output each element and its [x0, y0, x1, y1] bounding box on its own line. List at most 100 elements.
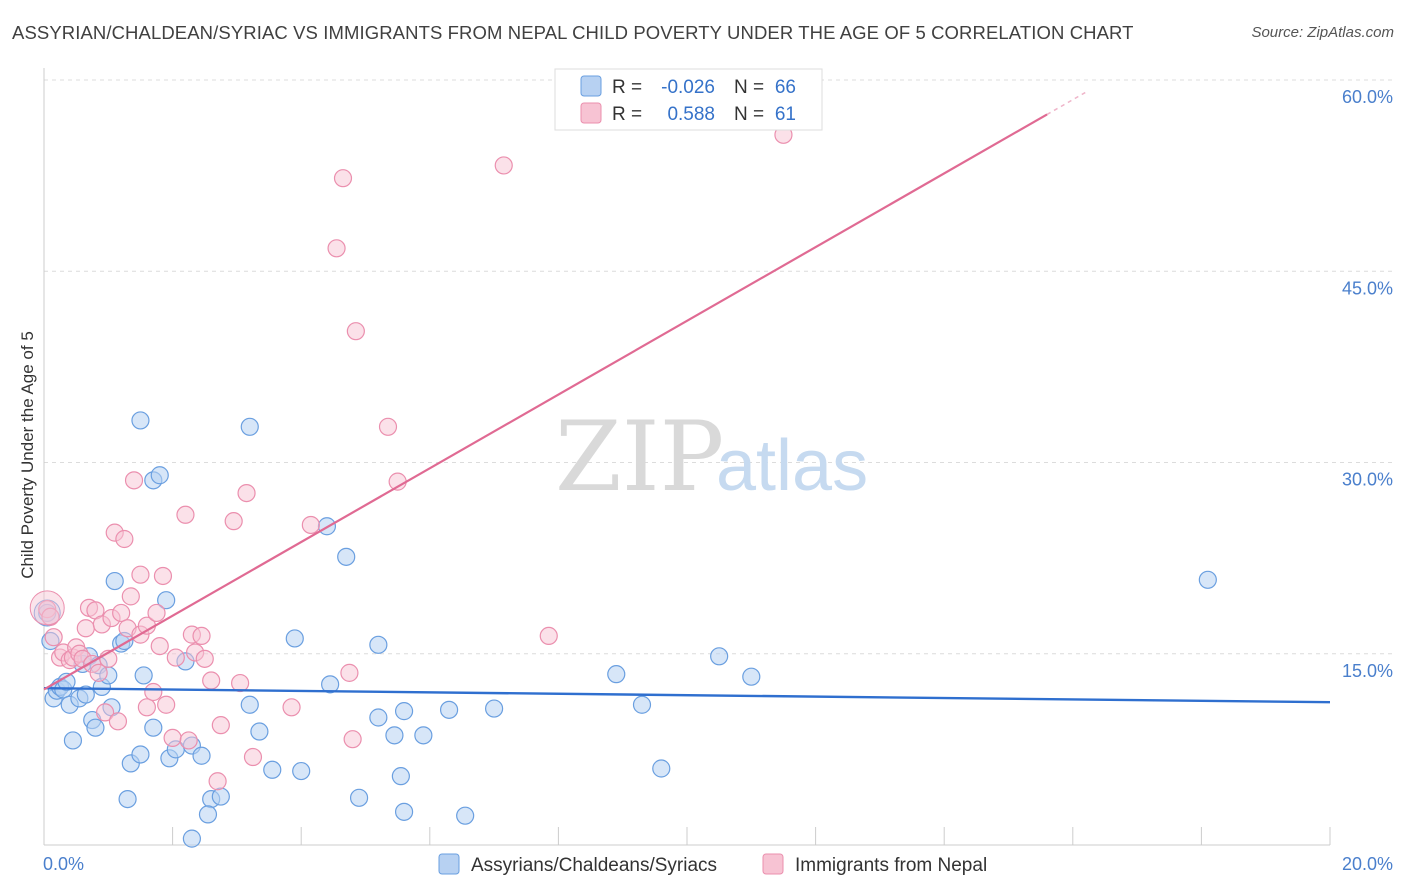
point-nepal	[539, 626, 558, 646]
legend-r-value-blue: -0.026	[661, 77, 715, 98]
point-assyrians	[391, 767, 410, 786]
point-assyrians	[414, 726, 433, 745]
legend-r-label-pink: R =	[612, 104, 642, 125]
point-assyrians	[337, 547, 356, 566]
point-assyrians	[285, 629, 304, 648]
bottom-legend-label-pink: Immigrants from Nepal	[795, 855, 987, 876]
point-nepal	[166, 648, 185, 667]
point-nepal	[301, 515, 320, 535]
point-assyrians	[144, 718, 163, 737]
page-title: ASSYRIAN/CHALDEAN/SYRIAC VS IMMIGRANTS F…	[12, 22, 1134, 43]
legend-r-value-pink: 0.588	[667, 104, 715, 125]
watermark: ZIP atlas	[555, 401, 868, 513]
point-nepal	[124, 471, 144, 490]
legend-n-value-pink: 61	[775, 104, 796, 125]
axes	[43, 68, 1331, 846]
legend-r-label-blue: R =	[612, 77, 642, 98]
point-nepal	[340, 663, 359, 682]
point-nepal	[224, 512, 243, 531]
tick-labels: 15.0% 30.0% 45.0% 60.0% 0.0% 20.0%	[43, 87, 1393, 874]
bottom-legend-swatch-pink	[762, 853, 784, 875]
trend-line-assyrians	[43, 686, 1331, 704]
point-nepal-cluster	[29, 590, 65, 626]
point-assyrians	[250, 722, 269, 741]
legend-n-value-blue: 66	[775, 77, 796, 98]
point-assyrians	[607, 665, 626, 684]
point-nepal	[76, 619, 95, 638]
point-assyrians	[394, 802, 414, 821]
bottom-legend-swatch-blue	[438, 853, 460, 875]
point-nepal	[192, 626, 211, 646]
point-assyrians	[292, 761, 311, 781]
point-assyrians	[131, 745, 150, 764]
point-assyrians	[456, 806, 475, 825]
point-assyrians	[240, 695, 259, 714]
y-tick-label: 45.0%	[1342, 278, 1393, 298]
point-nepal	[333, 169, 353, 188]
point-nepal	[41, 607, 60, 626]
point-assyrians	[1198, 570, 1217, 589]
y-tick-label: 30.0%	[1342, 470, 1393, 490]
point-nepal	[346, 322, 365, 341]
watermark-atlas: atlas	[716, 426, 868, 506]
point-nepal	[211, 716, 230, 735]
point-nepal	[153, 566, 173, 586]
point-assyrians	[349, 788, 369, 807]
legend-swatch-blue	[580, 75, 602, 97]
point-assyrians	[76, 685, 95, 704]
point-nepal	[144, 682, 163, 702]
point-assyrians	[240, 417, 259, 436]
point-assyrians	[710, 647, 729, 666]
point-nepal	[282, 698, 301, 717]
point-nepal	[115, 529, 134, 549]
point-assyrians	[369, 635, 388, 654]
point-nepal	[343, 730, 362, 749]
point-nepal	[378, 417, 398, 436]
point-assyrians	[118, 789, 137, 809]
trend-lines	[43, 91, 1331, 704]
grid	[44, 79, 1392, 655]
point-nepal	[137, 698, 156, 717]
point-assyrians	[485, 699, 504, 718]
trend-line-nepal	[43, 113, 1048, 691]
bottom-legend: Assyrians/Chaldeans/Syriacs Immigrants f…	[438, 853, 987, 876]
point-assyrians	[439, 700, 459, 719]
source-label: Source: ZipAtlas.com	[1251, 24, 1394, 41]
x-tick-label: 0.0%	[43, 854, 84, 874]
point-nepal	[89, 663, 108, 682]
point-assyrians	[263, 760, 282, 779]
y-tick-label: 60.0%	[1342, 87, 1393, 107]
point-nepal	[231, 673, 250, 693]
y-axis-title: Child Poverty Under the Age of 5	[18, 331, 37, 579]
point-nepal	[150, 636, 169, 656]
point-assyrians	[742, 667, 761, 686]
point-assyrians	[321, 675, 340, 694]
point-nepal	[147, 603, 166, 623]
point-nepal	[176, 505, 195, 524]
bottom-legend-label-blue: Assyrians/Chaldeans/Syriacs	[471, 855, 717, 876]
point-assyrians	[652, 759, 671, 778]
point-assyrians	[369, 708, 388, 727]
point-assyrians	[192, 746, 211, 765]
point-nepal	[157, 695, 176, 714]
point-assyrians	[394, 702, 414, 721]
point-assyrians	[182, 829, 201, 848]
point-nepal	[243, 747, 263, 767]
point-nepal	[108, 712, 128, 731]
legend-swatch-pink	[580, 102, 602, 124]
point-nepal	[121, 587, 140, 606]
point-nepal	[44, 628, 63, 647]
legend-n-label-pink: N =	[734, 104, 764, 125]
point-nepal	[195, 649, 214, 668]
point-assyrians	[385, 726, 404, 745]
point-nepal	[163, 728, 182, 748]
point-assyrians	[157, 591, 176, 610]
point-assyrians	[198, 805, 218, 824]
point-assyrians	[211, 787, 230, 806]
y-tick-label: 15.0%	[1342, 661, 1393, 681]
point-nepal	[202, 671, 221, 690]
point-nepal	[208, 772, 227, 791]
point-assyrians	[86, 718, 105, 737]
point-nepal	[327, 239, 346, 258]
